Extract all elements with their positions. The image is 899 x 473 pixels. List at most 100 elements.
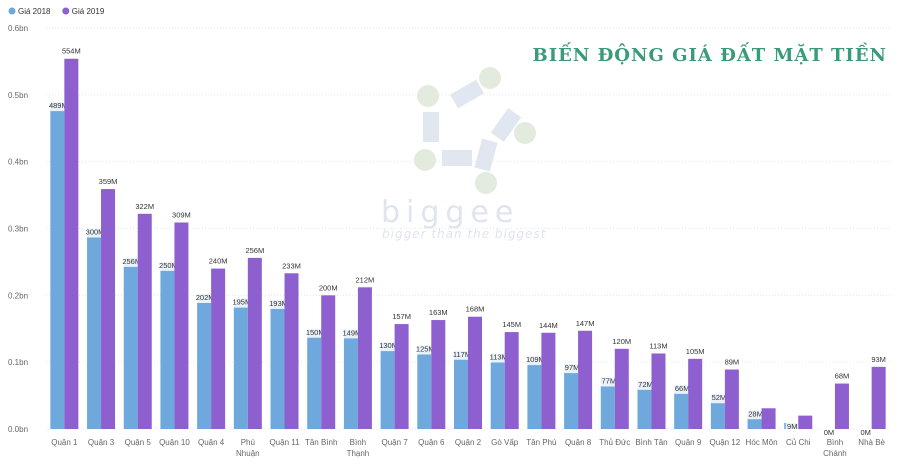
data-label-bg xyxy=(170,210,193,221)
bar-2019[interactable] xyxy=(651,353,666,429)
data-label: 72M xyxy=(638,380,653,389)
y-tick-label: 0.4bn xyxy=(8,158,28,167)
data-label: 120M xyxy=(612,337,631,346)
bar-2018[interactable] xyxy=(380,342,395,429)
bar-2019[interactable] xyxy=(834,383,849,429)
data-label-bg xyxy=(610,336,633,347)
data-label-bg xyxy=(304,327,327,338)
data-label-bg xyxy=(451,349,473,360)
bar-2018[interactable] xyxy=(490,353,505,429)
data-label-bg xyxy=(133,201,156,212)
bar-2018[interactable] xyxy=(307,328,322,429)
bar-2018[interactable] xyxy=(270,300,285,429)
x-tick-label: Quận 2 xyxy=(455,438,482,447)
data-label: 109M xyxy=(526,355,545,364)
bar-2018[interactable] xyxy=(197,293,212,429)
bar-2018[interactable] xyxy=(637,380,652,429)
bar-2019[interactable] xyxy=(688,358,703,429)
data-label: 0M xyxy=(860,428,870,437)
data-label: 117M xyxy=(453,350,471,359)
bar-2019[interactable] xyxy=(761,408,776,429)
data-label-bg xyxy=(822,428,836,438)
data-label-bg xyxy=(194,292,216,303)
data-label: 28M xyxy=(748,409,763,418)
watermark-shape xyxy=(474,138,498,172)
bar-2019[interactable] xyxy=(284,273,299,429)
data-label: 233M xyxy=(282,261,301,270)
data-label: 554M xyxy=(62,47,81,56)
bar-2019[interactable] xyxy=(541,332,556,429)
data-label: 193M xyxy=(269,299,288,308)
y-tick-label: 0.5bn xyxy=(8,91,28,100)
bar-2018[interactable] xyxy=(50,102,65,429)
watermark-shape xyxy=(423,112,439,142)
bar-2018[interactable] xyxy=(417,345,432,429)
data-label: 113M xyxy=(490,352,508,361)
bar-2018[interactable] xyxy=(233,298,248,429)
data-label: 256M xyxy=(245,246,264,255)
data-label-bg xyxy=(574,318,596,329)
bar-2019[interactable] xyxy=(724,369,739,429)
data-label: 168M xyxy=(466,305,485,314)
bar-2019[interactable] xyxy=(871,366,886,429)
bar-2018[interactable] xyxy=(600,377,615,429)
data-label-bg xyxy=(267,299,290,310)
bar-2019[interactable] xyxy=(578,330,593,429)
y-tick-label: 0.1bn xyxy=(8,358,28,367)
bar-2018[interactable] xyxy=(674,384,689,429)
bar-2018[interactable] xyxy=(87,228,102,430)
data-label-bg xyxy=(390,312,413,323)
x-tick-label: Quận 10 xyxy=(159,438,190,447)
data-label-bg xyxy=(377,341,400,352)
bar-2019[interactable] xyxy=(247,257,262,429)
bar-2019[interactable] xyxy=(357,287,372,429)
x-tick-label: Hóc Môn xyxy=(746,438,778,447)
bar-2019[interactable] xyxy=(504,332,519,429)
x-tick-label: Quận 11 xyxy=(269,438,300,447)
x-tick-label: Bình Tân xyxy=(635,438,667,447)
data-label: 89M xyxy=(725,358,740,367)
x-tick-label: Gò Vấp xyxy=(491,438,519,447)
bar-2018[interactable] xyxy=(527,356,542,429)
x-tick-label: Tân Phú xyxy=(526,438,556,447)
data-label-bg xyxy=(859,428,873,438)
bar-2018[interactable] xyxy=(564,364,579,429)
data-label-bg xyxy=(60,46,83,57)
data-label: 130M xyxy=(379,341,398,350)
legend-label[interactable]: Giá 2019 xyxy=(72,7,105,16)
bar-2019[interactable] xyxy=(614,348,629,429)
x-tick-label: Quận 8 xyxy=(565,438,592,447)
data-label-bg xyxy=(833,371,851,382)
legend-label[interactable]: Giá 2018 xyxy=(18,7,51,16)
data-label-bg xyxy=(97,177,119,188)
x-tick-label: Quận 6 xyxy=(418,438,445,447)
x-tick-label: Nhuận xyxy=(236,449,260,458)
watermark-tagline: bigger than the biggest xyxy=(382,227,547,241)
bar-2019[interactable] xyxy=(394,324,409,429)
data-label-bg xyxy=(684,346,706,357)
bar-2019[interactable] xyxy=(211,268,226,429)
x-tick-label: Bình xyxy=(827,438,843,447)
bar-2019[interactable] xyxy=(101,189,116,429)
data-label-bg xyxy=(537,320,560,331)
bar-2019[interactable] xyxy=(431,320,446,429)
watermark-brand: biggee xyxy=(381,195,519,230)
data-label: 212M xyxy=(356,275,375,284)
data-label: 125M xyxy=(416,344,435,353)
bar-2018[interactable] xyxy=(123,257,138,429)
watermark-shape xyxy=(450,79,484,109)
bar-2019[interactable] xyxy=(468,316,482,429)
data-label: 97M xyxy=(565,363,580,372)
bar-2019[interactable] xyxy=(174,222,189,429)
bar-2018[interactable] xyxy=(343,329,358,429)
x-tick-label: Quận 9 xyxy=(675,438,702,447)
bar-2018[interactable] xyxy=(160,261,175,429)
data-label: 66M xyxy=(675,384,690,393)
bar-2019[interactable] xyxy=(798,415,813,429)
bar-2019[interactable] xyxy=(137,213,152,429)
bar-2018[interactable] xyxy=(454,350,468,429)
bar-2019[interactable] xyxy=(64,58,79,429)
x-tick-label: Quận 3 xyxy=(88,438,115,447)
bar-2019[interactable] xyxy=(321,295,336,429)
